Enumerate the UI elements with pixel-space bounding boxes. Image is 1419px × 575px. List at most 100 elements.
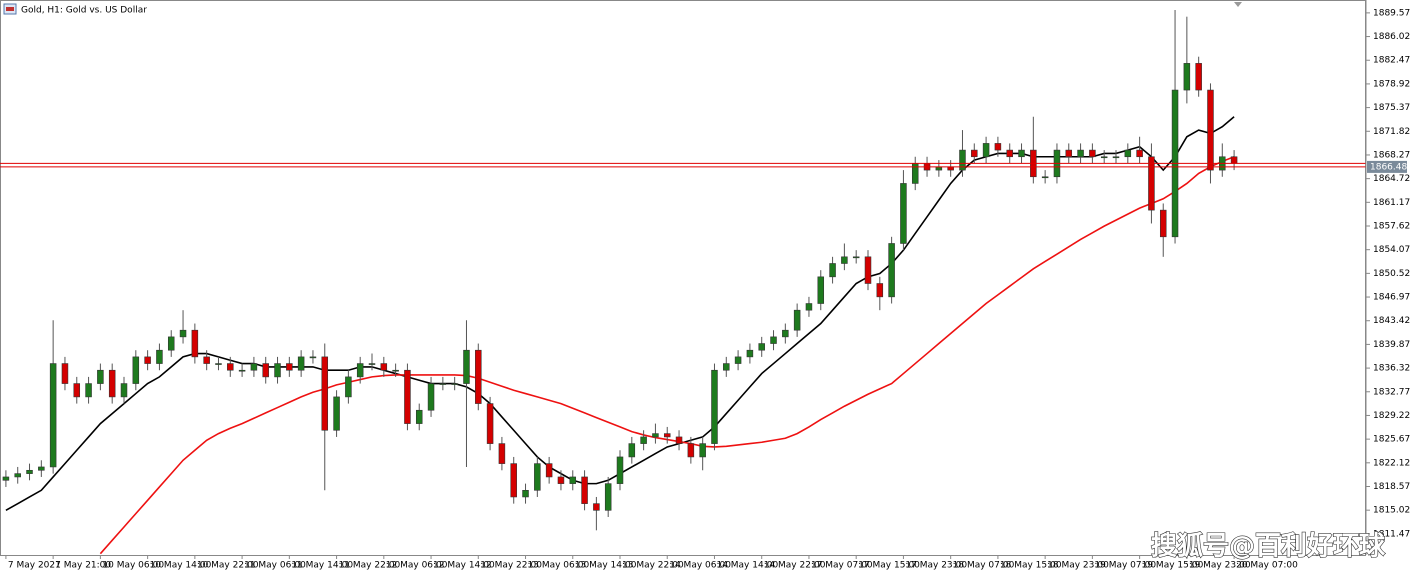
x-tick-label: 14 May 14:00 (716, 561, 778, 571)
candle-body (758, 343, 765, 351)
candle-body (711, 369, 718, 444)
candle-body (1089, 149, 1096, 158)
x-tick-label: 18 May 07:00 (953, 561, 1015, 571)
candle-body (451, 383, 458, 385)
candle-body (73, 383, 81, 398)
candle-body (581, 476, 588, 504)
candle-body (167, 336, 175, 351)
candle-body (309, 356, 317, 359)
candle-body (215, 363, 222, 365)
x-tick-label: 19 May 23:00 (1189, 561, 1251, 571)
x-tick-label: 17 May 23:00 (905, 561, 967, 571)
candle-body (1159, 209, 1167, 238)
candle-body (1207, 89, 1214, 171)
y-tick-label: 1871.82 (1373, 127, 1410, 137)
candle-body (1041, 176, 1049, 179)
y-tick-label: 1882.47 (1373, 56, 1410, 66)
y-tick-label: 1889.57 (1373, 8, 1410, 18)
candle-body (1124, 149, 1132, 158)
candle-body (817, 276, 825, 304)
candle-body (238, 369, 246, 372)
y-tick-label: 1825.67 (1373, 435, 1410, 445)
candle-body (144, 356, 151, 364)
candle-body (85, 383, 92, 398)
candle-body (1136, 149, 1143, 158)
candle-body (404, 369, 411, 424)
candle-body (982, 143, 990, 158)
plot-area (0, 10, 1366, 555)
y-tick-label: 1857.62 (1373, 222, 1410, 232)
candle-body (97, 369, 104, 384)
candle-body (628, 443, 636, 458)
candle-body (463, 349, 470, 384)
candle-body (14, 473, 21, 478)
candle-body (675, 436, 683, 444)
x-tick-label: 12 May 06:00 (386, 561, 448, 571)
x-tick-label: 7 May 21:00 (55, 561, 111, 571)
candle-body (734, 356, 742, 364)
x-tick-label: 13 May 14:00 (575, 561, 637, 571)
candle-body (498, 443, 506, 464)
candle-body (616, 456, 624, 484)
candle-body (1006, 149, 1013, 158)
x-tick-label: 13 May 06:00 (528, 561, 590, 571)
x-tick-label: 12 May 22:00 (480, 561, 542, 571)
candle-body (427, 383, 435, 411)
candle-body (1065, 149, 1073, 158)
candle-body (120, 383, 128, 398)
candle-body (864, 256, 872, 284)
candle-body (191, 329, 199, 358)
candle-body (2, 476, 10, 481)
candle-body (392, 369, 399, 372)
x-tick-label: 11 May 14:00 (291, 561, 353, 571)
shift-marker (1234, 2, 1242, 7)
candle-body (841, 256, 848, 264)
y-tick-label: 1878.92 (1373, 79, 1410, 89)
y-tick-label: 1861.17 (1373, 198, 1410, 208)
y-tick-label: 1854.07 (1373, 245, 1410, 255)
candle-body (227, 363, 234, 371)
candle-body (640, 436, 647, 444)
candle-body (959, 149, 966, 171)
candle-body (805, 303, 813, 311)
candle-body (604, 483, 612, 511)
y-tick-label: 1839.87 (1373, 340, 1410, 350)
candle-body (1230, 156, 1238, 164)
y-tick-label: 1832.77 (1373, 387, 1410, 397)
x-tick-label: 17 May 07:00 (811, 561, 873, 571)
candle-body (368, 363, 376, 365)
candle-body (1100, 156, 1108, 159)
candle-body (380, 363, 388, 371)
candle-body (108, 369, 116, 398)
y-tick-label: 1815.02 (1373, 506, 1410, 516)
y-tick-label: 1822.12 (1373, 458, 1410, 468)
candle-body (1018, 149, 1025, 158)
candle-body (61, 363, 69, 384)
candle-body (1183, 63, 1191, 91)
y-tick-label: 1846.97 (1373, 293, 1410, 303)
axes: 1889.57 1886.02 1882.47 1878.92 1875.37 1871.… (5, 0, 1410, 571)
x-tick-label: 19 May 07:00 (1094, 561, 1156, 571)
x-tick-label: 19 May 15:00 (1142, 561, 1204, 571)
x-tick-label: 10 May 22:00 (197, 561, 259, 571)
candle-body (49, 363, 57, 468)
candle-body (1077, 149, 1084, 158)
candle-body (994, 143, 1002, 151)
candle-body (1195, 63, 1202, 91)
candle-body (356, 363, 364, 378)
candle-body (876, 283, 884, 298)
x-tick-label: 11 May 22:00 (339, 561, 401, 571)
candle-body (888, 243, 895, 298)
candle-body (852, 256, 860, 259)
symbol-icon-flag (6, 7, 14, 11)
x-tick-label: 11 May 06:00 (244, 561, 306, 571)
candle-body (1148, 156, 1155, 211)
x-tick-label: 18 May 15:00 (1000, 561, 1062, 571)
candle-body (250, 363, 258, 371)
plot-frame (0, 0, 1366, 556)
x-tick-label: 18 May 23:00 (1047, 561, 1109, 571)
candle-body (593, 503, 600, 511)
x-tick-label: 12 May 14:00 (433, 561, 495, 571)
